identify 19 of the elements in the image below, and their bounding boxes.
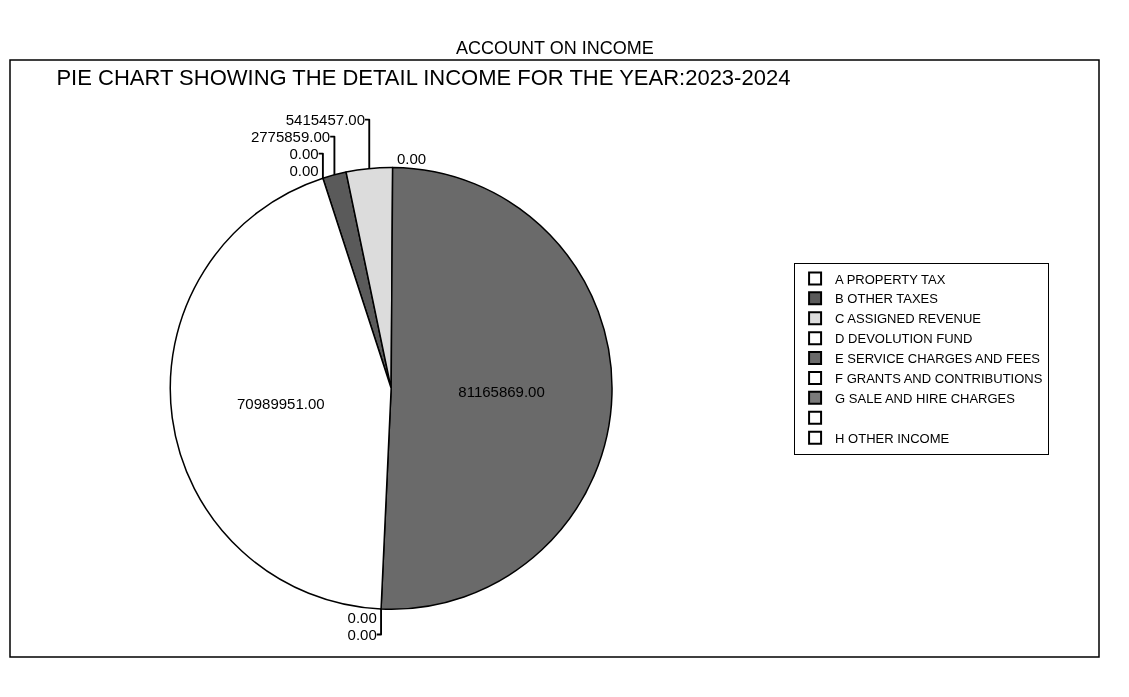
legend-label: B OTHER TAXES <box>835 291 939 307</box>
text: ACCOUNT ON INCOME <box>456 38 654 58</box>
text: 0.00 <box>289 162 319 180</box>
legend-label: G SALE AND HIRE CHARGES <box>835 390 1016 406</box>
legend-label: H OTHER INCOME <box>835 430 950 446</box>
text: 0.00 <box>289 145 319 163</box>
text: 0.00 <box>347 625 377 643</box>
data-label: 81165869.00 <box>458 382 545 400</box>
chart-title: PIE CHART SHOWING THE DETAIL INCOME FOR THE YEAR:2023-2024 <box>56 65 791 91</box>
legend-label: F GRANTS AND CONTRIBUTIONS <box>835 371 1043 387</box>
data-label: 2775859.00 <box>250 128 331 146</box>
legend-label: E SERVICE CHARGES AND FEES <box>835 351 1041 367</box>
legend-label: D DEVOLUTION FUND <box>835 331 973 347</box>
text: 0.00 <box>347 608 377 626</box>
text: 0.00 <box>396 150 427 168</box>
data-label: 70989951.00 <box>237 394 325 412</box>
legend-label: A PROPERTY TAX <box>835 271 946 287</box>
legend-label: C ASSIGNED REVENUE <box>835 311 982 327</box>
data-label: 5415457.00 <box>285 111 365 129</box>
